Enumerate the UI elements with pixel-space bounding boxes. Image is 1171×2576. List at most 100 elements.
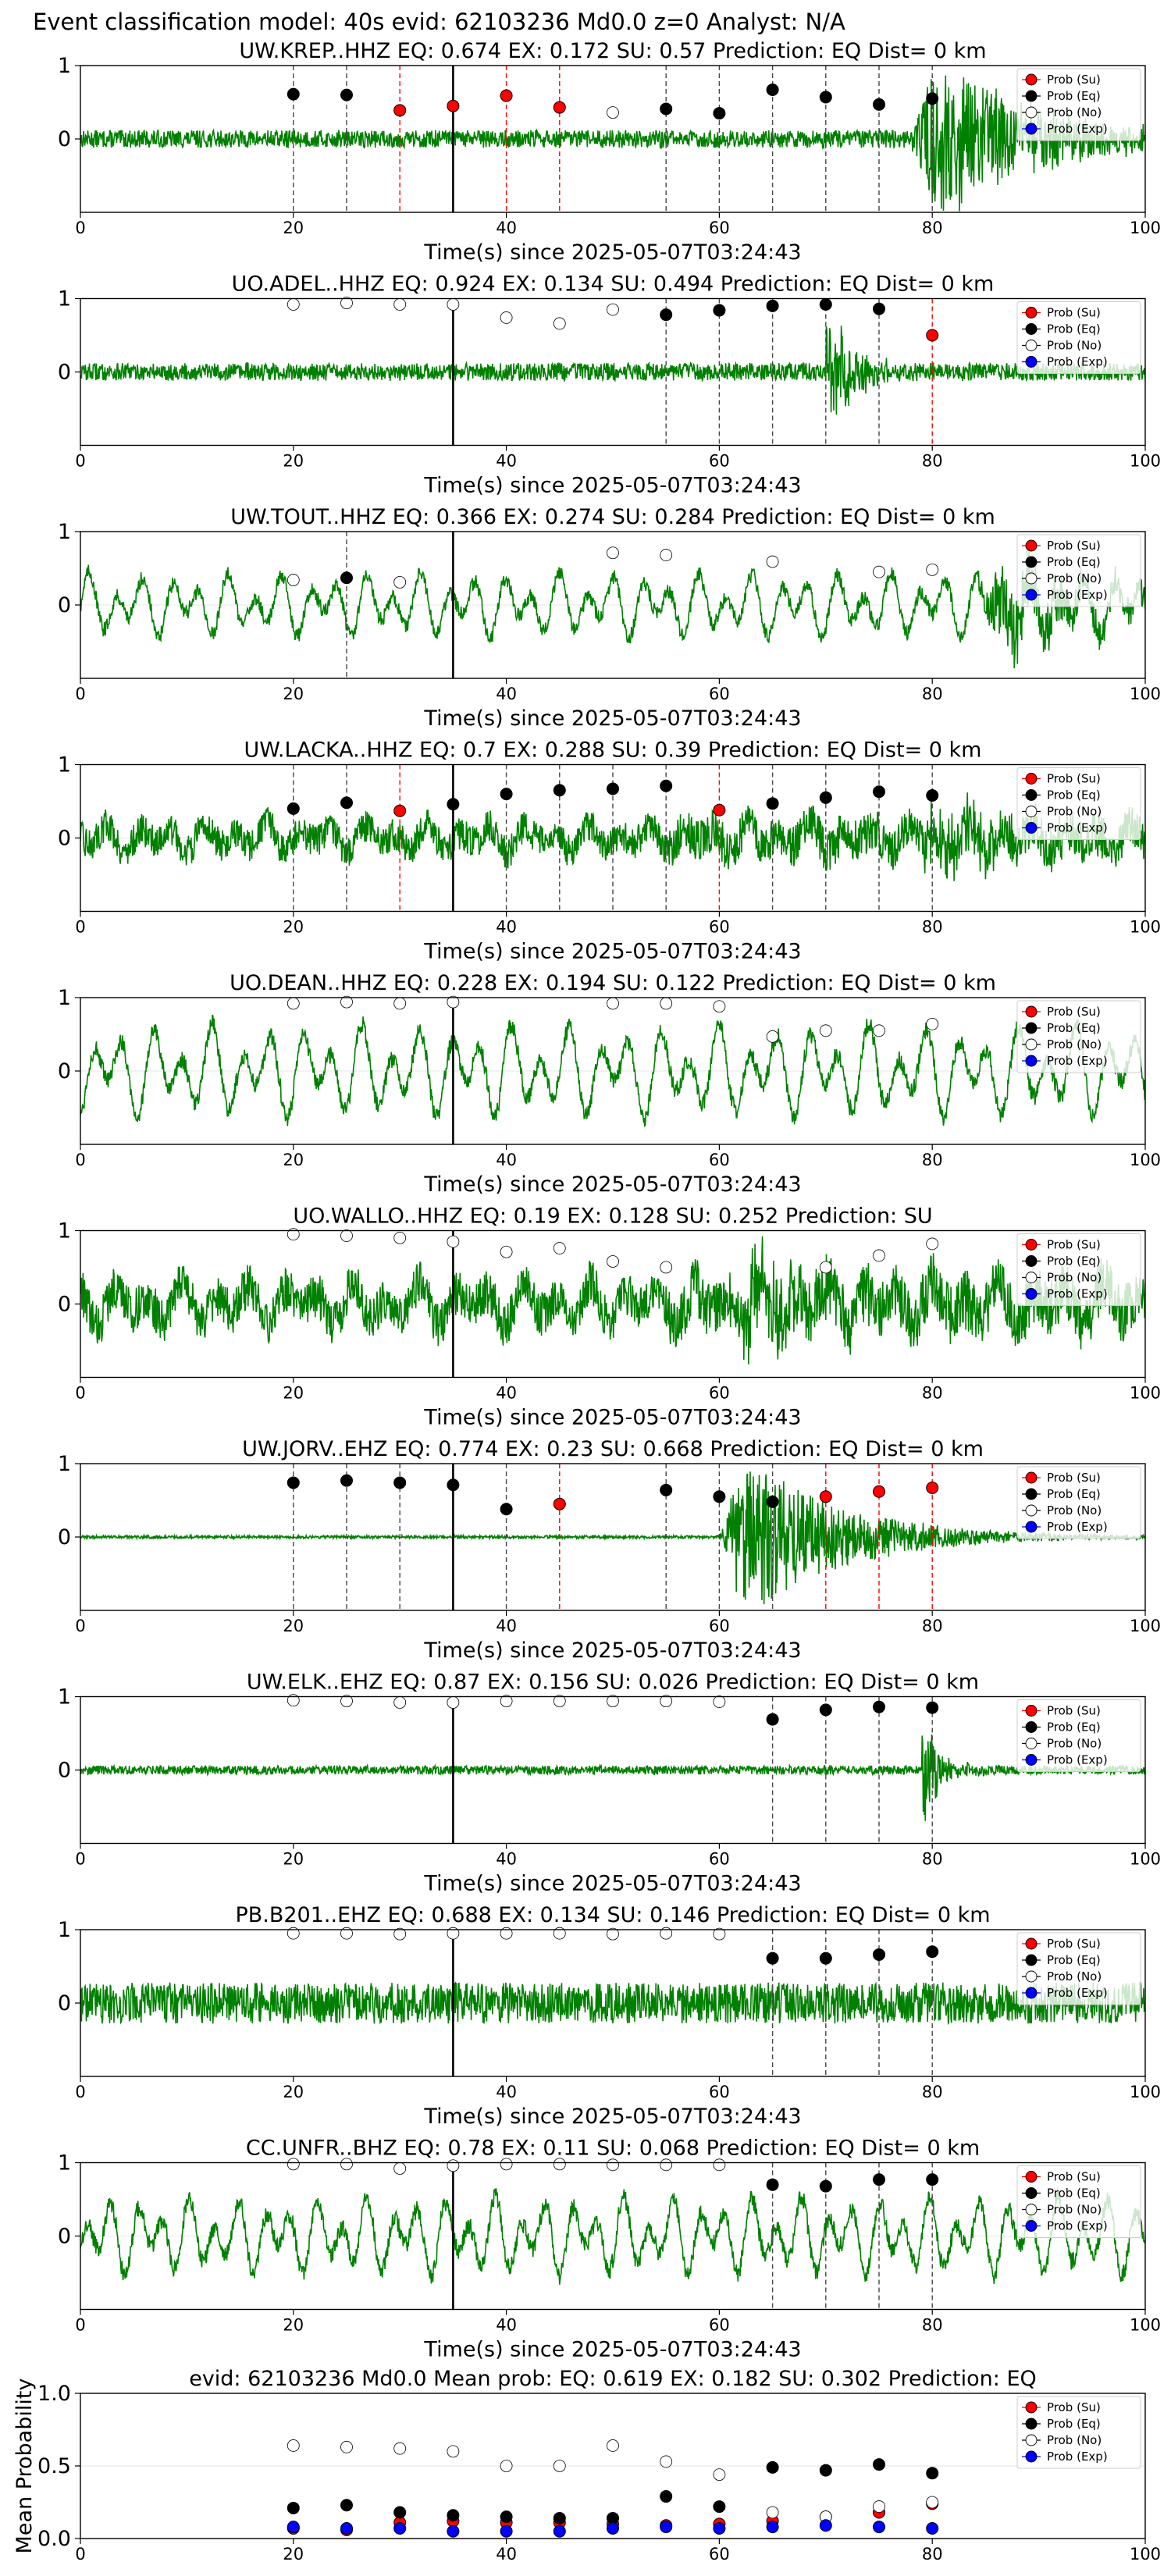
x-tick-label: 60 — [709, 1850, 730, 1869]
legend-label: Prob (No) — [1047, 1737, 1102, 1751]
x-tick-label: 20 — [283, 2083, 304, 2101]
prob-point-eq — [766, 1952, 779, 1965]
prob-point-eq — [819, 298, 832, 311]
mean-point-exp — [766, 2521, 779, 2534]
prob-point-su — [500, 89, 513, 102]
prob-point-eq — [340, 571, 353, 585]
prob-point-eq — [873, 785, 885, 799]
y-tick-label: 0 — [58, 127, 71, 151]
prob-point-eq — [660, 779, 673, 792]
prob-point-eq — [287, 1476, 300, 1489]
x-tick-label: 100 — [1130, 2545, 1161, 2564]
prob-point-su — [713, 803, 726, 817]
x-tick-label: 60 — [709, 918, 730, 937]
legend-marker-exp — [1025, 2220, 1038, 2232]
x-tick-label: 0 — [75, 219, 85, 237]
mean-point-eq — [766, 2460, 779, 2474]
x-tick-label: 20 — [283, 219, 304, 237]
legend-label: Prob (Exp) — [1047, 588, 1108, 602]
prob-point-no — [500, 1695, 513, 1708]
prob-point-no — [660, 1927, 673, 1940]
prob-point-no — [393, 575, 407, 589]
prob-point-no — [766, 1030, 779, 1043]
x-tick-label: 100 — [1130, 685, 1161, 703]
x-axis-label: Time(s) since 2025-05-07T03:24:43 — [423, 2338, 801, 2362]
legend-marker-eq — [1025, 1721, 1038, 1733]
prob-point-eq — [819, 1703, 832, 1717]
legend-marker-exp — [1025, 1987, 1038, 1999]
prob-point-no — [500, 2158, 513, 2171]
prob-point-eq — [447, 1478, 460, 1492]
prob-point-no — [447, 1235, 460, 1248]
prob-point-no — [607, 1695, 619, 1708]
mean-point-eq — [819, 2464, 832, 2477]
mean-point-eq — [447, 2509, 460, 2522]
legend: Prob (Su) Prob (Eq) Prob (No) Prob (Exp) — [1016, 1699, 1141, 1772]
legend-frame — [1016, 301, 1141, 374]
prob-point-no — [926, 563, 939, 576]
legend-frame — [1016, 2165, 1141, 2238]
prob-point-su — [553, 101, 566, 114]
legend-label: Prob (Su) — [1047, 1937, 1101, 1951]
y-tick-label: 0 — [58, 2225, 71, 2249]
y-tick-label: 0 — [58, 827, 71, 851]
prob-point-no — [393, 1927, 407, 1941]
legend-marker-no — [1025, 2434, 1038, 2446]
legend-marker-su — [1025, 1005, 1038, 1018]
mean-point-no — [500, 2460, 513, 2472]
mean-point-eq — [393, 2506, 407, 2519]
x-tick-label: 40 — [496, 1151, 517, 1169]
mean-point-exp — [607, 2521, 619, 2535]
prob-point-eq — [660, 1483, 673, 1496]
legend-marker-exp — [1025, 1055, 1038, 1067]
legend-marker-eq — [1025, 2418, 1038, 2430]
x-tick-label: 40 — [496, 1850, 517, 1869]
chart-title: PB.B201..EHZ EQ: 0.688 EX: 0.134 SU: 0.1… — [235, 1903, 990, 1927]
legend-label: Prob (Exp) — [1047, 1520, 1108, 1534]
x-tick-label: 80 — [922, 2545, 943, 2564]
prob-point-eq — [766, 1713, 779, 1726]
y-tick-label: 0 — [58, 1759, 71, 1783]
mean-point-no — [607, 2439, 619, 2452]
prob-point-no — [553, 1695, 566, 1708]
y-tick-label: 1 — [58, 1219, 71, 1244]
legend-marker-exp — [1025, 356, 1038, 368]
prob-point-no — [447, 995, 460, 1009]
seismic-trace — [80, 75, 1145, 212]
legend-label: Prob (Su) — [1047, 1471, 1101, 1485]
x-tick-label: 100 — [1130, 1850, 1161, 1869]
legend-marker-exp — [1025, 1521, 1038, 1533]
legend-label: Prob (Exp) — [1047, 355, 1108, 369]
prob-point-no — [713, 1927, 726, 1941]
prob-point-eq — [340, 796, 353, 809]
prob-point-no — [607, 303, 619, 316]
legend-label: Prob (Exp) — [1047, 821, 1108, 835]
prob-point-eq — [660, 102, 673, 116]
prob-point-eq — [819, 91, 832, 104]
x-axis-label: Time(s) since 2025-05-07T03:24:43 — [423, 1172, 801, 1197]
legend-marker-no — [1025, 1738, 1038, 1749]
x-tick-label: 0 — [75, 1384, 85, 1403]
prob-point-eq — [660, 308, 673, 322]
seismic-trace — [80, 326, 1145, 415]
prob-point-no — [287, 997, 300, 1010]
legend-marker-no — [1025, 806, 1038, 817]
legend-frame — [1016, 1699, 1141, 1772]
prob-point-no — [340, 1229, 353, 1242]
prob-point-no — [607, 997, 619, 1010]
x-tick-label: 40 — [496, 918, 517, 937]
prob-point-eq — [766, 797, 779, 810]
prob-point-eq — [873, 1700, 885, 1713]
x-tick-label: 40 — [496, 219, 517, 237]
x-tick-label: 20 — [283, 1617, 304, 1635]
legend-marker-su — [1025, 773, 1038, 785]
legend-marker-eq — [1025, 1954, 1038, 1966]
x-tick-label: 40 — [496, 685, 517, 703]
chart-title: UW.ELK..EHZ EQ: 0.87 EX: 0.156 SU: 0.026… — [247, 1670, 979, 1695]
prob-point-eq — [873, 2173, 885, 2186]
x-tick-label: 40 — [496, 1617, 517, 1635]
station-chart: UW.JORV..EHZ EQ: 0.774 EX: 0.23 SU: 0.66… — [58, 1437, 1161, 1663]
mean-point-exp — [447, 2524, 460, 2538]
mean-point-exp — [393, 2521, 407, 2535]
legend-marker-eq — [1025, 1488, 1038, 1500]
